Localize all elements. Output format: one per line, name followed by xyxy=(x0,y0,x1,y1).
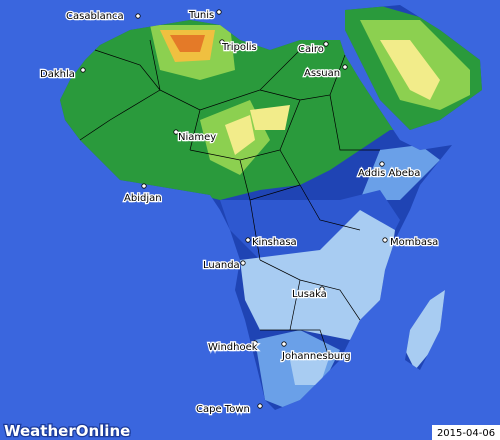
city-dot xyxy=(342,64,348,70)
city-dot xyxy=(80,67,86,73)
city-dot xyxy=(173,129,179,135)
borders xyxy=(79,39,380,361)
city-label: Lusaka xyxy=(292,289,327,300)
city-labels: Casablanca Tunis Tripolis Cairo Assuan D… xyxy=(39,9,440,417)
city-dot xyxy=(240,260,246,266)
city-dot xyxy=(135,13,141,19)
map-date: 2015-04-06 xyxy=(437,428,495,439)
city-dot xyxy=(141,183,147,189)
city-dot xyxy=(323,41,329,47)
city-dot xyxy=(257,403,263,409)
city-markers xyxy=(80,9,388,409)
city-label: Cape Town xyxy=(196,404,250,415)
city-dot xyxy=(379,161,385,167)
city-label: Kinshasa xyxy=(252,237,297,248)
city-label: Tripolis xyxy=(221,42,257,53)
city-label: Abidjan xyxy=(124,193,162,204)
city-label: Tunis xyxy=(188,10,214,21)
city-label: Luanda xyxy=(203,260,240,271)
date-box xyxy=(432,425,500,440)
city-label: Addis Abeba xyxy=(358,168,420,179)
city-label: Niamey xyxy=(178,132,216,143)
city-label: Cairo xyxy=(298,44,324,55)
city-label: Assuan xyxy=(304,68,340,79)
city-dot xyxy=(252,340,258,346)
city-label: Johannesburg xyxy=(281,351,351,362)
city-dot xyxy=(245,237,251,243)
city-label: Casablanca xyxy=(66,11,124,22)
city-dot xyxy=(382,237,388,243)
logo: WeatherOnline xyxy=(4,422,130,440)
city-label: Windhoek xyxy=(208,342,258,353)
city-dot xyxy=(219,39,225,45)
city-dot xyxy=(281,341,287,347)
city-dot xyxy=(216,9,222,15)
city-label: Dakhla xyxy=(40,69,75,80)
city-dot xyxy=(319,286,325,292)
city-label: Mombasa xyxy=(390,237,438,248)
